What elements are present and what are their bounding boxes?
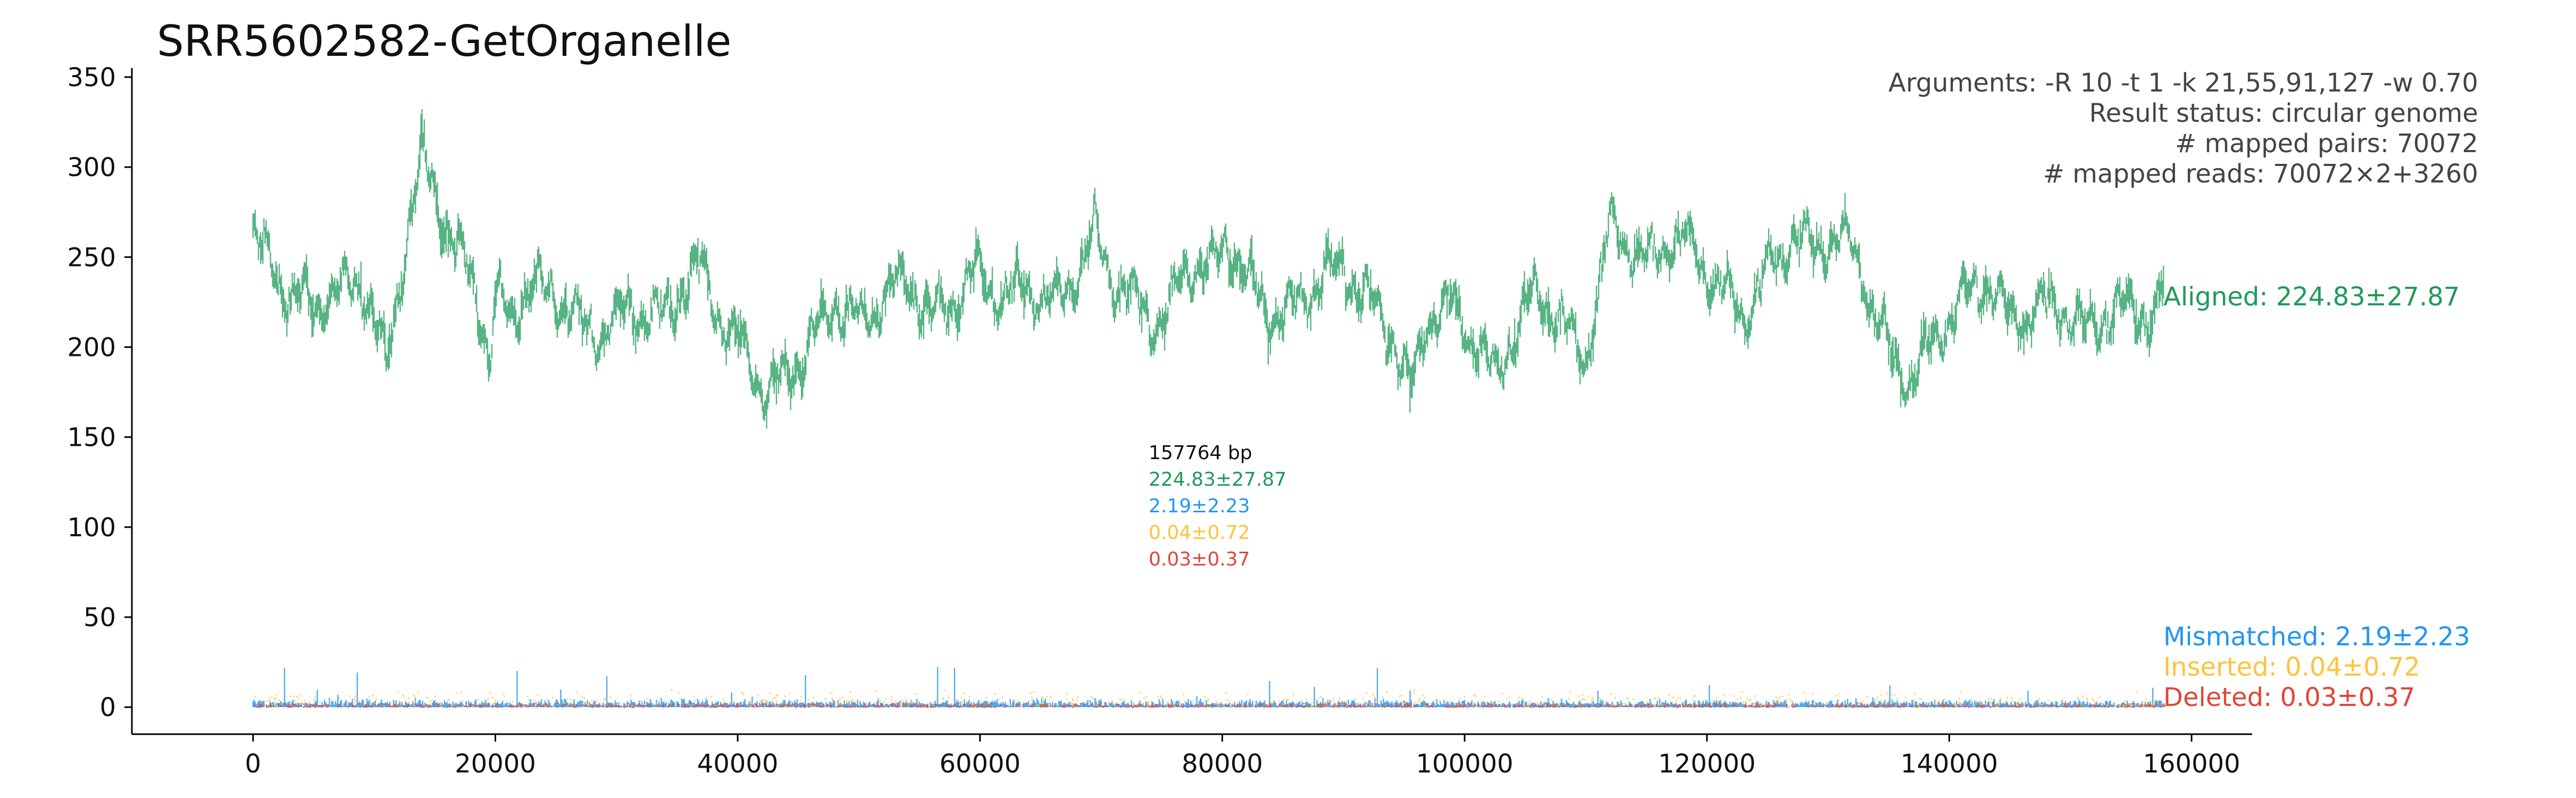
- plot-area: 0 50 100 150 200 250 300 350 0 20000 40000 60000 800…: [67, 63, 2252, 779]
- series-aligned: [252, 109, 2164, 429]
- y-tick-label: 300: [67, 153, 116, 182]
- x-tick-label: 80000: [1182, 749, 1263, 779]
- y-tick-label: 200: [67, 332, 116, 362]
- y-tick-label: 350: [67, 63, 116, 93]
- legend-aligned: Aligned: 224.83±27.87: [2163, 282, 2460, 312]
- deleted-points: [253, 702, 2166, 708]
- y-tick-label: 0: [99, 693, 116, 722]
- x-tick-label: 60000: [939, 749, 1021, 779]
- info-mapped-reads: # mapped reads: 70072×2+3260: [2043, 159, 2478, 189]
- x-tick-label: 120000: [1658, 749, 1755, 779]
- info-block: Arguments: -R 10 -t 1 -k 21,55,91,127 -w…: [1888, 68, 2478, 189]
- y-tick-label: 250: [67, 243, 116, 272]
- annotation-aligned: 224.83±27.87: [1149, 469, 1286, 491]
- annotation-length: 157764 bp: [1149, 442, 1252, 464]
- info-mapped-pairs: # mapped pairs: 70072: [2175, 129, 2478, 159]
- series-deleted: [253, 702, 2166, 708]
- annotation-mismatched: 2.19±2.23: [1149, 495, 1250, 517]
- legend-inserted: Inserted: 0.04±0.72: [2163, 652, 2420, 682]
- series-mismatched: [252, 667, 2164, 708]
- x-tick-label: 160000: [2143, 749, 2240, 779]
- x-tick-label: 140000: [1901, 749, 1998, 779]
- aligned-coverage-trace: [252, 109, 2164, 429]
- legend: Aligned: 224.83±27.87 Mismatched: 2.19±2…: [2163, 282, 2470, 712]
- x-tick-label: 100000: [1416, 749, 1513, 779]
- y-tick-label: 100: [67, 513, 116, 543]
- x-tick-label: 40000: [697, 749, 779, 779]
- legend-deleted: Deleted: 0.03±0.37: [2163, 683, 2415, 712]
- x-tick-label: 20000: [455, 749, 536, 779]
- legend-mismatched: Mismatched: 2.19±2.23: [2163, 622, 2470, 652]
- axes: 0 50 100 150 200 250 300 350 0 20000 40000 60000 800…: [67, 63, 2252, 779]
- info-arguments: Arguments: -R 10 -t 1 -k 21,55,91,127 -w…: [1888, 68, 2478, 98]
- y-tick-label: 150: [67, 423, 116, 453]
- y-tick-label: 50: [83, 603, 116, 633]
- annotation-inserted: 0.04±0.72: [1149, 522, 1250, 544]
- center-annotation: 157764 bp 224.83±27.87 2.19±2.23 0.04±0.…: [1149, 442, 1286, 570]
- info-result-status: Result status: circular genome: [2089, 98, 2478, 128]
- x-tick-label: 0: [245, 749, 262, 779]
- data-points: [252, 109, 2166, 708]
- chart-title: SRR5602582-GetOrganelle: [157, 16, 731, 66]
- annotation-deleted: 0.03±0.37: [1149, 548, 1250, 570]
- mismatched-coverage-trace: [252, 667, 2164, 708]
